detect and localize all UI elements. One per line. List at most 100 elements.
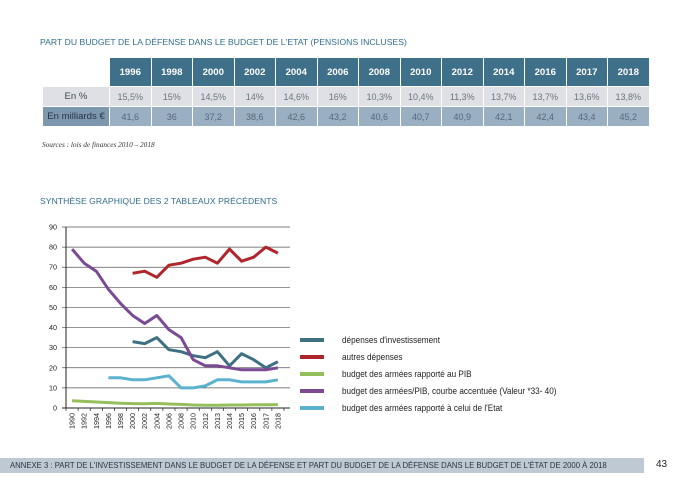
- table-cell: 14,6%: [276, 87, 317, 106]
- table-header-row: 1996 1998 2000 2002 2004 2006 2008 2010 2012 2014…: [43, 58, 649, 86]
- x-tick-label: 1990: [68, 413, 77, 429]
- series-line: [132, 245, 279, 279]
- legend-swatch: [300, 337, 324, 342]
- year-header: 2004: [276, 58, 317, 86]
- legend-swatch: [300, 405, 324, 410]
- y-tick-label: 60: [49, 283, 57, 292]
- legend-item: budget des armées rapporté à celui de l'…: [300, 399, 586, 416]
- budget-table: 1996 1998 2000 2002 2004 2006 2008 2010 2012 2014…: [42, 57, 650, 127]
- legend-swatch: [300, 388, 324, 393]
- x-tick-label: 2004: [152, 413, 161, 429]
- legend-label: budget des armées rapporté au PIB: [342, 368, 472, 379]
- footer-bar: ANNEXE 3 : PART DE L'INVESTISSEMENT DANS…: [0, 458, 644, 473]
- legend-swatch: [300, 371, 324, 376]
- table-cell: 13,7%: [525, 87, 566, 106]
- row-label: En %: [43, 87, 109, 106]
- x-tick-label: 2010: [189, 413, 198, 429]
- y-tick-label: 40: [49, 323, 57, 332]
- table-cell: 13,6%: [566, 87, 607, 106]
- y-tick-label: 0: [53, 404, 57, 413]
- table-cell: 36: [151, 107, 192, 126]
- x-tick-label: 2014: [225, 413, 234, 429]
- y-tick-label: 50: [49, 303, 57, 312]
- page-number: 43: [656, 459, 668, 470]
- series-line: [72, 399, 278, 407]
- x-tick-label: 2015: [237, 413, 246, 429]
- table-cell: 15%: [151, 87, 192, 106]
- table-cell: 42,4: [525, 107, 566, 126]
- table-cell: 41,6: [110, 107, 151, 126]
- table-cell: 14,5%: [193, 87, 234, 106]
- series-line: [132, 336, 279, 370]
- table-cell: 16%: [317, 87, 358, 106]
- legend-swatch: [300, 354, 324, 359]
- year-header: 2012: [442, 58, 483, 86]
- x-tick-label: 1994: [92, 413, 101, 429]
- x-tick-label: 2000: [128, 413, 137, 429]
- year-header: 2018: [608, 58, 649, 86]
- table-title: PART DU BUDGET DE LA DÉFENSE DANS LE BUD…: [40, 37, 407, 47]
- y-tick-label: 20: [49, 363, 57, 372]
- year-header: 2008: [359, 58, 400, 86]
- x-tick-label: 1992: [80, 413, 89, 429]
- y-tick-label: 30: [49, 343, 57, 352]
- x-tick-label: 2002: [140, 413, 149, 429]
- table-cell: 43,2: [317, 107, 358, 126]
- table-cell: 40,6: [359, 107, 400, 126]
- chart-legend: dépenses d'investissement autres dépenses…: [300, 331, 586, 416]
- series-line: [70, 248, 279, 372]
- legend-label: budget des armées rapporté à celui de l'…: [342, 402, 503, 413]
- table-cell: 11,3%: [442, 87, 483, 106]
- x-tick-label: 2006: [164, 413, 173, 429]
- row-billions: En milliards €41,6 36 37,2 38,6 42,6 43,2 40,6…: [43, 107, 649, 126]
- table-cell: 43,4: [566, 107, 607, 126]
- y-tick-label: 70: [49, 263, 57, 272]
- table-cell: 37,2: [193, 107, 234, 126]
- sources-note: Sources : lois de finances 2010 – 2018: [42, 140, 155, 149]
- year-header: 2002: [234, 58, 275, 86]
- table-cell: 10,4%: [400, 87, 441, 106]
- table-cell: 13,7%: [483, 87, 524, 106]
- table-cell: 45,2: [608, 107, 649, 126]
- x-tick-label: 2013: [213, 413, 222, 429]
- year-header: 2000: [193, 58, 234, 86]
- legend-item: budget des armées/PIB, courbe accentuée …: [300, 382, 586, 399]
- table-cell: 15,5%: [110, 87, 151, 106]
- header-blank-cell: [43, 58, 109, 86]
- x-tick-label: 2008: [177, 413, 186, 429]
- row-label: En milliards €: [43, 107, 109, 126]
- year-header: 2010: [400, 58, 441, 86]
- table-cell: 42,1: [483, 107, 524, 126]
- chart-title: SYNTHÈSE GRAPHIQUE DES 2 TABLEAUX PRÉCÉD…: [40, 196, 278, 206]
- year-header: 1998: [151, 58, 192, 86]
- legend-item: budget des armées rapporté au PIB: [300, 365, 586, 382]
- x-tick-label: 1998: [116, 413, 125, 429]
- table-cell: 13,8%: [608, 87, 649, 106]
- y-tick-label: 10: [49, 383, 57, 392]
- footer-caption: ANNEXE 3 : PART DE L'INVESTISSEMENT DANS…: [10, 460, 607, 470]
- y-tick-label: 80: [49, 243, 57, 252]
- table-cell: 40,7: [400, 107, 441, 126]
- table-cell: 40,9: [442, 107, 483, 126]
- legend-label: autres dépenses: [342, 351, 403, 362]
- table-cell: 38,6: [234, 107, 275, 126]
- year-header: 1996: [110, 58, 151, 86]
- table-cell: 10,3%: [359, 87, 400, 106]
- year-header: 2006: [317, 58, 358, 86]
- legend-item: autres dépenses: [300, 348, 586, 365]
- x-tick-label: 2017: [261, 413, 270, 429]
- legend-label: dépenses d'investissement: [342, 334, 440, 345]
- legend-item: dépenses d'investissement: [300, 331, 586, 348]
- table-cell: 42,6: [276, 107, 317, 126]
- legend-label: budget des armées/PIB, courbe accentuée …: [342, 385, 557, 396]
- y-tick-label: 90: [49, 223, 57, 232]
- x-tick-label: 1996: [104, 413, 113, 429]
- x-tick-label: 2012: [201, 413, 210, 429]
- x-tick-label: 2016: [249, 413, 258, 429]
- x-tick-label: 2018: [273, 413, 282, 429]
- table-cell: 14%: [234, 87, 275, 106]
- year-header: 2014: [483, 58, 524, 86]
- series-line: [108, 374, 279, 390]
- year-header: 2016: [525, 58, 566, 86]
